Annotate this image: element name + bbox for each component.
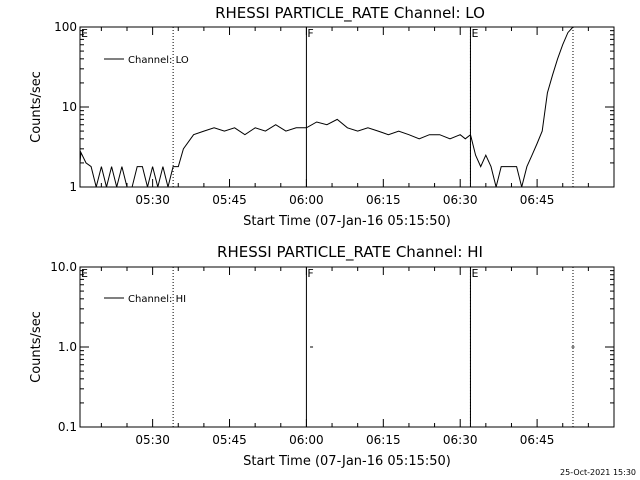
hi-xlabel: Start Time (07-Jan-16 05:15:50) bbox=[243, 454, 451, 469]
lo-xtick-label-3: 06:15 bbox=[366, 193, 401, 207]
lo-marker-label-2: F bbox=[307, 27, 313, 40]
hi-axes: 05:30 05:45 06:00 06:15 06:30 06:45 0.1 1.0 10.0 bbox=[50, 260, 615, 447]
hi-xtick-label-4: 06:30 bbox=[443, 433, 478, 447]
hi-xtick-label-1: 05:45 bbox=[212, 433, 247, 447]
hi-xtick-label-5: 06:45 bbox=[520, 433, 555, 447]
hi-ytick-label-1: 1.0 bbox=[58, 340, 77, 354]
lo-legend: Channel: LO bbox=[104, 55, 189, 66]
lo-legend-label: Channel: LO bbox=[128, 55, 189, 66]
hi-xtick-label-2: 06:00 bbox=[289, 433, 324, 447]
lo-marker-label-0: E bbox=[81, 27, 88, 40]
hi-legend: Channel: HI bbox=[104, 294, 186, 305]
lo-ytick-label-0: 1 bbox=[69, 180, 77, 194]
lo-xtick-label-5: 06:45 bbox=[520, 193, 555, 207]
lo-xtick-label-2: 06:00 bbox=[289, 193, 324, 207]
lo-xtick-label-0: 05:30 bbox=[135, 193, 170, 207]
lo-xtick-label-1: 05:45 bbox=[212, 193, 247, 207]
lo-xtick-label-4: 06:30 bbox=[443, 193, 478, 207]
hi-channel-panel: RHESSI PARTICLE_RATE Channel: HI E F E 05:… bbox=[29, 243, 615, 469]
hi-ytick-label-0: 0.1 bbox=[58, 420, 77, 434]
lo-ytick-label-1: 10 bbox=[62, 100, 77, 114]
hi-legend-label: Channel: HI bbox=[128, 294, 186, 305]
hi-ylabel: Counts/sec bbox=[29, 311, 44, 383]
lo-ylabel: Counts/sec bbox=[29, 71, 44, 143]
lo-plot-frame bbox=[79, 26, 615, 188]
hi-marker-label-2: F bbox=[307, 267, 313, 280]
lo-series bbox=[79, 26, 574, 188]
hi-ytick-label-2: 10.0 bbox=[50, 260, 77, 274]
lo-series-line-0 bbox=[79, 26, 574, 188]
lo-ytick-label-2: 100 bbox=[54, 20, 77, 34]
lo-channel-panel: RHESSI PARTICLE_RATE Channel: LO E F E 05:… bbox=[29, 4, 615, 229]
generation-timestamp: 25-Oct-2021 15:30 bbox=[560, 468, 636, 477]
lo-chart-title: RHESSI PARTICLE_RATE Channel: LO bbox=[215, 4, 485, 23]
hi-xtick-label-0: 05:30 bbox=[135, 433, 170, 447]
hi-marker-label-0: E bbox=[81, 267, 88, 280]
lo-xlabel: Start Time (07-Jan-16 05:15:50) bbox=[243, 214, 451, 229]
lo-axes: 05:30 05:45 06:00 06:15 06:30 06:45 1 10 100 bbox=[54, 20, 615, 207]
hi-plot-frame bbox=[79, 266, 615, 428]
hi-marker-label-3: E bbox=[471, 267, 478, 280]
hi-xtick-label-3: 06:15 bbox=[366, 433, 401, 447]
hi-chart-title: RHESSI PARTICLE_RATE Channel: HI bbox=[217, 243, 483, 262]
lo-marker-label-3: E bbox=[471, 27, 478, 40]
